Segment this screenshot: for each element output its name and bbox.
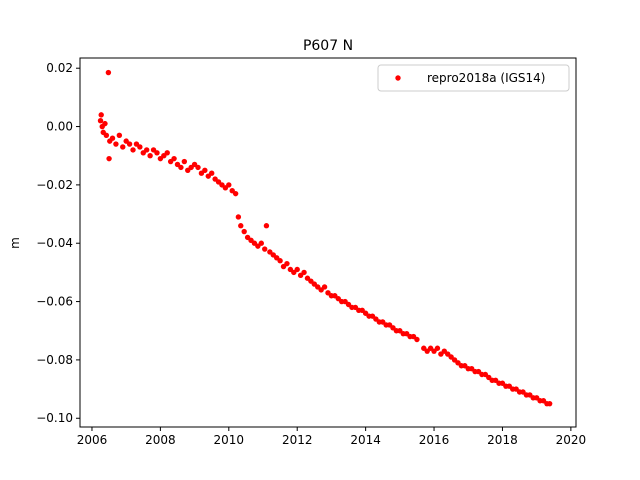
data-point	[109, 135, 116, 141]
x-tick-label: 2014	[350, 433, 381, 447]
data-point	[178, 164, 184, 171]
data-point	[258, 240, 264, 246]
data-point	[301, 269, 307, 276]
y-tick-label: −0.08	[36, 353, 73, 367]
data-point	[284, 260, 290, 267]
data-point	[120, 144, 126, 150]
y-axis-label: m	[8, 237, 22, 249]
data-point	[262, 246, 268, 252]
data-point	[144, 147, 150, 153]
data-point	[321, 284, 328, 290]
data-point	[126, 141, 133, 147]
data-point	[130, 147, 136, 153]
legend-marker	[395, 75, 401, 81]
data-point	[414, 336, 420, 343]
data-point	[98, 112, 104, 118]
legend-box	[377, 64, 570, 92]
plot-frame	[79, 57, 577, 428]
x-tick-label: 2010	[214, 433, 245, 447]
y-tick-label: 0.02	[46, 61, 73, 75]
data-point	[181, 158, 188, 165]
data-point	[103, 132, 110, 138]
data-point	[238, 223, 244, 229]
data-point	[171, 155, 177, 162]
x-tick-label: 2012	[282, 433, 313, 447]
scatter-points	[97, 69, 553, 407]
data-point	[154, 150, 160, 156]
data-point	[147, 153, 153, 159]
data-point	[546, 400, 553, 407]
data-point	[209, 170, 215, 176]
data-point	[294, 266, 300, 273]
data-point	[105, 69, 112, 76]
data-point	[137, 144, 143, 150]
data-point	[434, 345, 441, 351]
data-point	[235, 214, 242, 220]
data-point	[116, 132, 123, 138]
y-tick-label: −0.10	[36, 411, 73, 425]
y-tick-label: −0.06	[36, 295, 73, 309]
x-tick-label: 2008	[145, 433, 176, 447]
data-point	[226, 182, 232, 188]
data-point	[106, 155, 112, 162]
y-tick-label: −0.02	[36, 178, 73, 192]
data-point	[102, 120, 108, 127]
y-tick-label: −0.04	[36, 236, 73, 250]
data-point	[232, 190, 239, 197]
y-tick-label: 0.00	[46, 120, 73, 134]
x-tick-label: 2006	[77, 433, 108, 447]
legend-label: repro2018a (IGS14)	[427, 71, 545, 85]
data-point	[277, 258, 283, 264]
data-point	[113, 141, 119, 147]
data-point	[164, 150, 170, 156]
x-tick-label: 2016	[419, 433, 450, 447]
data-point	[202, 167, 208, 173]
x-tick-label: 2018	[487, 433, 518, 447]
chart-title: P607 N	[303, 38, 353, 54]
data-point	[97, 118, 104, 124]
x-tick-label: 2020	[556, 433, 587, 447]
data-point	[263, 223, 270, 229]
legend: repro2018a (IGS14)	[377, 64, 570, 92]
data-point	[195, 164, 201, 171]
data-point	[241, 228, 247, 235]
axis-ticks: 2006 2008 2010 2012 2014 2016 2018 2020 0.02 0.00…	[36, 61, 586, 447]
